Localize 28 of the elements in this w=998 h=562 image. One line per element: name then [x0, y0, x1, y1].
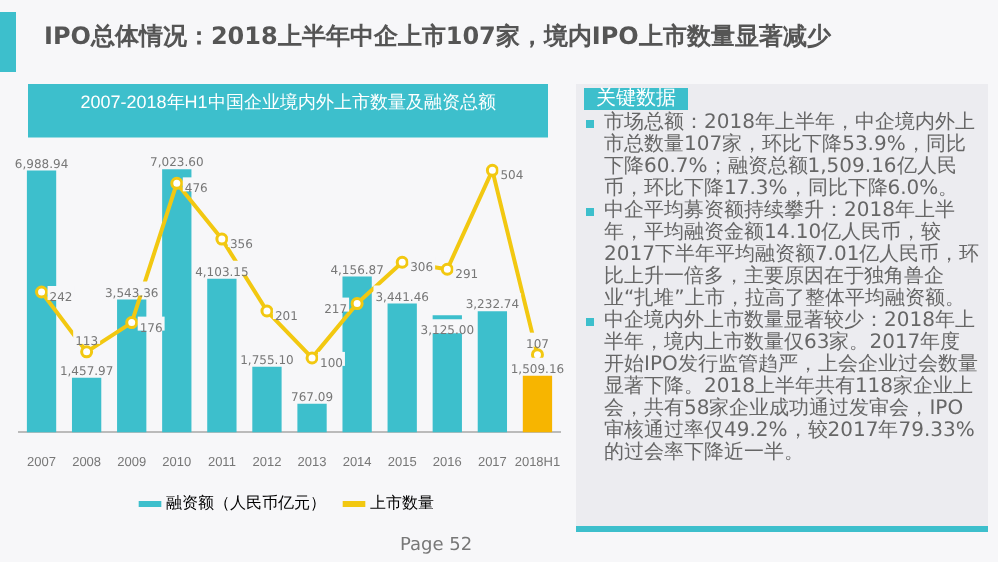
bar — [252, 366, 282, 433]
text: 市场总额：2018年上半年，中企境内外上市总数量107家，环比下降53.9%，同比下降60.7%；融资总额1,509.16亿人民币，环比下降17.3%，同比下降6.0%。 — [602, 112, 977, 200]
text: 中企境内外上市数量显著较少：2018年上半年，境内上市数量仅63家。2017年度开始IPO发行监管趋严，上会企业过会数量显著下降。2018上半年共有118家企业上会，共有58家企业成功通过发审会，IPO审核通过率仅49.2%，较2017年79.33%的过会率下降近一半。 — [602, 310, 980, 464]
point — [80, 345, 94, 359]
point — [305, 351, 319, 365]
bar — [71, 377, 102, 433]
bar — [477, 311, 508, 433]
point — [260, 304, 274, 318]
point — [350, 297, 364, 311]
legend-label: 融资额（人民币亿元） — [166, 494, 326, 513]
bar — [342, 276, 372, 433]
point — [485, 163, 499, 177]
bar — [522, 375, 553, 433]
text: 关键数据 — [584, 88, 688, 110]
point — [35, 285, 49, 299]
chart-title: IPO总体情况：2018上半年中企上市107家，境内IPO上市数量显著减少 — [44, 20, 831, 54]
legend-label: 上市数量 — [370, 494, 434, 513]
point — [170, 176, 184, 190]
text: Page 52 — [400, 536, 473, 556]
point — [395, 255, 409, 269]
bar — [387, 303, 417, 433]
chart-subtitle: 2007-2018年H1中国企业境内外上市数量及融资总额 — [80, 91, 496, 112]
point — [215, 232, 229, 246]
bar — [207, 278, 237, 433]
point — [440, 262, 454, 276]
point — [125, 316, 139, 330]
text: 中企平均募资额持续攀升：2018年上半年，平均融资金额14.10亿人民币，较2017下半年平均融资额7.01亿人民币，环比上升一倍多，主要原因在于独角兽企业“扎堆”上市，拉高了整体平均融资额。 — [602, 200, 980, 310]
bar — [297, 403, 327, 433]
